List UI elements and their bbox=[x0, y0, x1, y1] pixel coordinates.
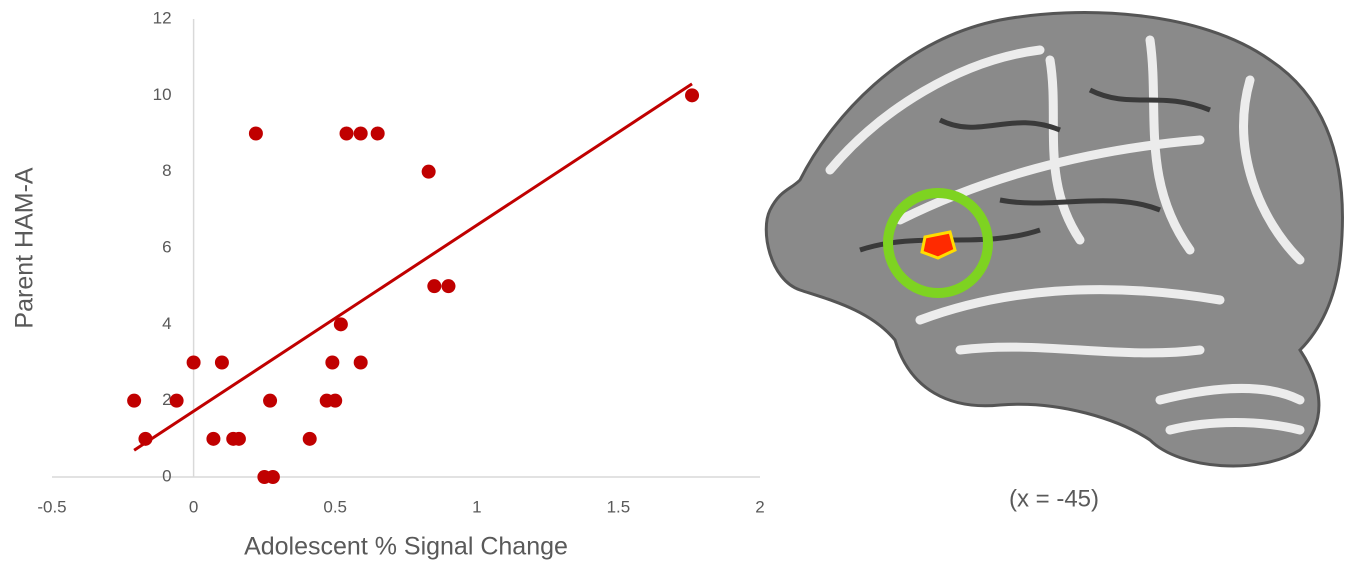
x-tick-label: 0.5 bbox=[323, 497, 347, 516]
chart: (x = -45) Adolescent % Signal Change Par… bbox=[0, 0, 1358, 565]
y-tick-label: 4 bbox=[162, 314, 171, 333]
point bbox=[215, 356, 229, 370]
brain-image bbox=[766, 13, 1342, 466]
point bbox=[371, 127, 385, 141]
y-tick-label: 6 bbox=[162, 237, 171, 256]
point bbox=[427, 279, 441, 293]
point bbox=[422, 165, 436, 179]
point bbox=[263, 394, 277, 408]
point bbox=[266, 470, 280, 484]
image-caption: (x = -45) bbox=[1009, 485, 1099, 512]
point bbox=[441, 279, 455, 293]
point bbox=[328, 394, 342, 408]
y-tick-label: 8 bbox=[162, 161, 171, 180]
point bbox=[340, 127, 354, 141]
point bbox=[334, 317, 348, 331]
point bbox=[249, 127, 263, 141]
point bbox=[685, 88, 699, 102]
point bbox=[187, 356, 201, 370]
trendline bbox=[134, 84, 692, 450]
y-tick-label: 10 bbox=[153, 85, 172, 104]
x-tick-label: 0 bbox=[189, 497, 198, 516]
point bbox=[354, 127, 368, 141]
y-tick-label: 12 bbox=[153, 8, 172, 27]
point bbox=[170, 394, 184, 408]
point bbox=[232, 432, 246, 446]
point bbox=[303, 432, 317, 446]
x-tick-label: 2 bbox=[755, 497, 764, 516]
point bbox=[127, 394, 141, 408]
y-axis-title: Parent HAM-A bbox=[11, 167, 39, 328]
y-tick-label: 0 bbox=[162, 466, 171, 485]
x-axis-title: Adolescent % Signal Change bbox=[244, 533, 568, 561]
point bbox=[325, 356, 339, 370]
point bbox=[206, 432, 220, 446]
x-tick-label: 1 bbox=[472, 497, 481, 516]
x-tick-label: 1.5 bbox=[607, 497, 631, 516]
point bbox=[138, 432, 152, 446]
page: (x = -45) Adolescent % Signal Change Par… bbox=[0, 0, 1358, 565]
point bbox=[354, 356, 368, 370]
x-tick-label: -0.5 bbox=[37, 497, 66, 516]
